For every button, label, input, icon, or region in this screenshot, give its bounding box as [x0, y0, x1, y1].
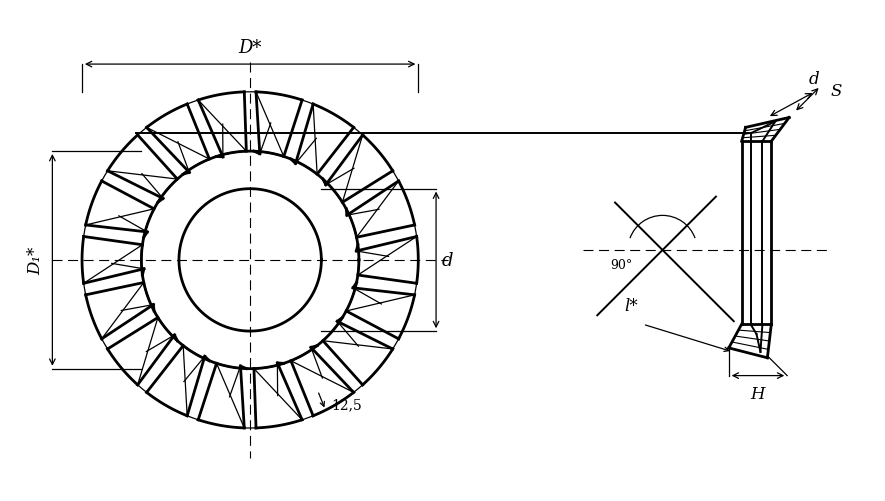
Text: D*: D* — [238, 39, 262, 57]
Text: S: S — [831, 83, 843, 100]
Text: D₁*: D₁* — [27, 246, 44, 275]
Text: d: d — [442, 252, 453, 270]
Text: 90°: 90° — [610, 259, 632, 272]
Text: l*: l* — [624, 298, 638, 315]
Text: d: d — [809, 71, 820, 88]
Text: 12,5: 12,5 — [332, 397, 362, 411]
Text: H: H — [750, 386, 766, 403]
